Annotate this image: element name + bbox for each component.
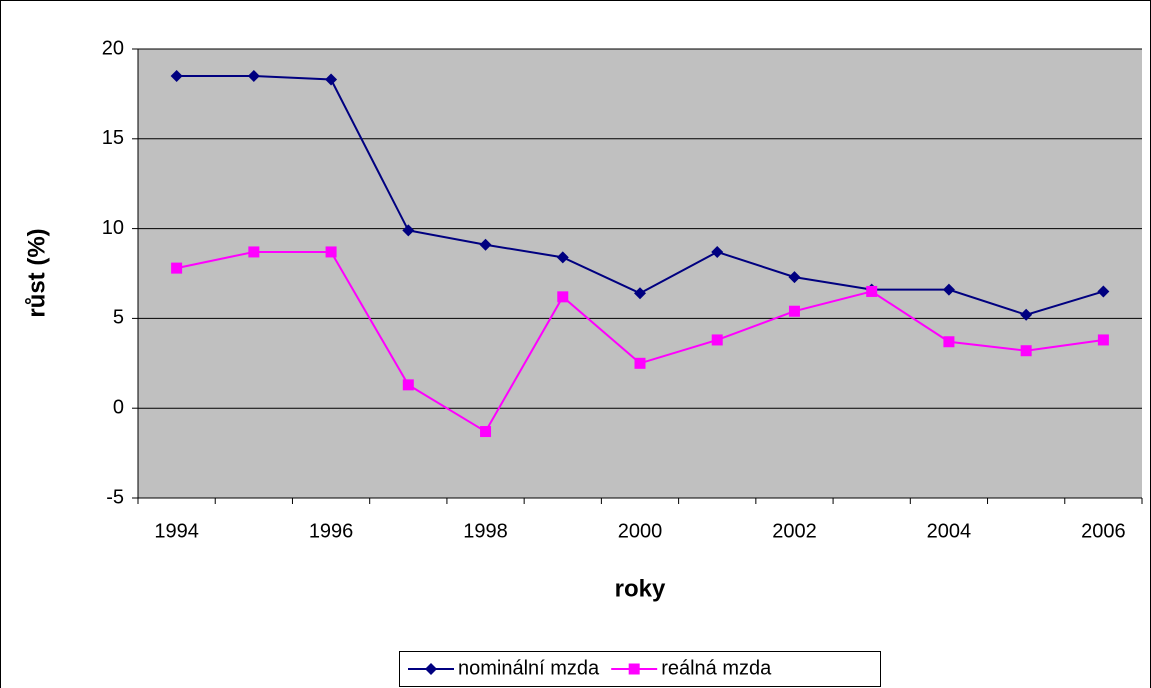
legend-label: nominální mzda	[458, 657, 600, 679]
x-tick-label: 2006	[1081, 520, 1126, 542]
legend-label: reálná mzda	[661, 657, 772, 679]
data-point	[1097, 334, 1109, 346]
x-tick-label: 2000	[618, 520, 663, 542]
data-point	[325, 246, 337, 258]
data-point	[247, 69, 260, 82]
data-point	[942, 283, 955, 296]
data-point	[866, 285, 878, 297]
data-point	[479, 238, 492, 251]
y-tick-label: -5	[106, 486, 124, 508]
y-tick-label: 5	[113, 307, 124, 329]
y-tick-label: 0	[113, 396, 124, 418]
data-point	[711, 245, 724, 258]
data-point	[1020, 308, 1033, 321]
data-point	[557, 291, 569, 303]
data-point	[325, 73, 338, 86]
data-point	[556, 251, 569, 264]
data-point	[171, 262, 183, 274]
data-point	[943, 336, 955, 348]
data-point	[634, 357, 646, 369]
y-axis-title: růst (%)	[23, 228, 50, 317]
y-tick-label: 20	[102, 37, 124, 59]
legend-marker	[425, 663, 437, 675]
plot-background	[138, 49, 1142, 498]
data-point	[480, 426, 492, 438]
x-tick-label: 1998	[463, 520, 508, 542]
y-tick-label: 10	[102, 217, 124, 239]
data-point	[634, 287, 646, 300]
x-tick-label: 2004	[927, 520, 972, 542]
x-tick-label: 1996	[309, 520, 354, 542]
data-point	[711, 334, 723, 346]
legend-marker	[628, 663, 640, 675]
data-point	[788, 305, 800, 317]
data-point	[248, 246, 260, 258]
data-point	[788, 271, 801, 284]
y-tick-label: 15	[102, 127, 124, 149]
x-axis-title: roky	[615, 575, 666, 602]
data-point	[402, 379, 414, 391]
x-tick-label: 2002	[772, 520, 817, 542]
x-tick-label: 1994	[154, 520, 199, 542]
data-point	[1020, 345, 1032, 357]
data-point	[170, 69, 183, 82]
data-point	[402, 224, 415, 237]
data-point	[1097, 285, 1110, 298]
